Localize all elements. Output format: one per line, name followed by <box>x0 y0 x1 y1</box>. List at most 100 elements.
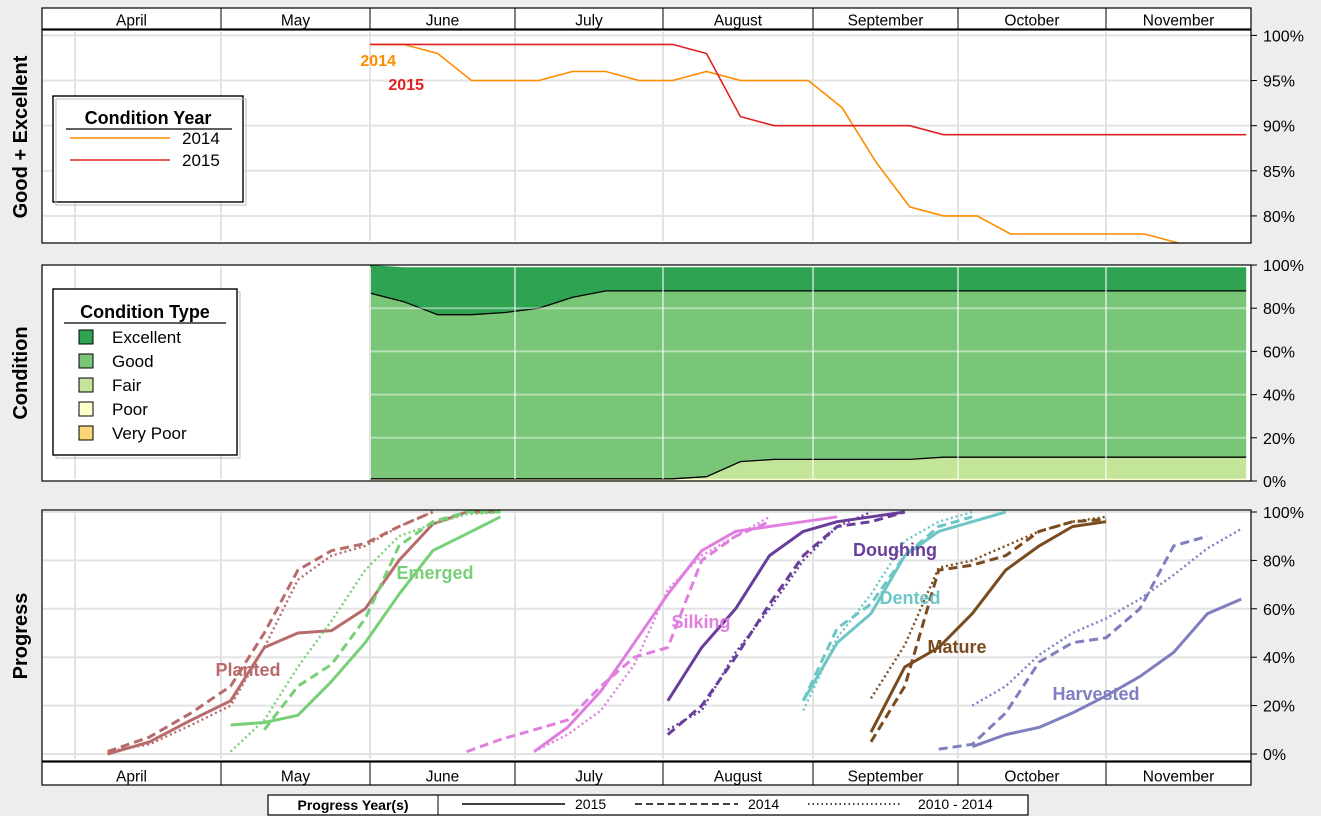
legend-label-dotted: 2010 - 2014 <box>918 796 993 812</box>
month-label-october: October <box>1004 13 1059 30</box>
condition-boundary-line <box>369 290 1247 316</box>
month-band-frame <box>41 7 1252 30</box>
y-axis-title-good-excellent: Good + Excellent <box>10 55 32 218</box>
annotation-2015: 2015 <box>388 77 424 94</box>
month-band-frame <box>41 761 1252 786</box>
condition-frame <box>41 264 1252 482</box>
month-label-may: May <box>281 769 311 786</box>
progress-line-doughing-dotted <box>667 510 872 731</box>
legend-label-excellent: Excellent <box>112 328 181 347</box>
y-tick-label: 90% <box>1263 119 1295 136</box>
progress-line-silking-dashed <box>466 520 771 754</box>
progress-year-legend: Progress Year(s) 2015 2014 2010 - 2014 <box>267 794 1029 816</box>
y-tick-label: 80% <box>1263 301 1295 318</box>
legend-swatch-poor <box>78 401 94 417</box>
legend-label-poor: Poor <box>112 400 148 419</box>
progress-line-emerged-dashed <box>263 510 501 731</box>
series-line-2015 <box>370 43 1247 136</box>
y-tick-label: 60% <box>1263 344 1295 361</box>
progress-line-harvested-dashed <box>938 534 1208 751</box>
month-label-september: September <box>848 769 924 786</box>
y-tick-label: 80% <box>1263 209 1295 226</box>
legend-swatch-very-poor <box>78 425 94 441</box>
month-label-october: October <box>1004 769 1059 786</box>
progress-line-planted-dotted <box>107 510 434 753</box>
series-line-2014 <box>370 43 1179 244</box>
y-tick-label: 80% <box>1263 553 1295 570</box>
legend-box <box>52 95 244 203</box>
y-tick-label: 60% <box>1263 602 1295 619</box>
stage-label-emerged: Emerged <box>396 563 473 583</box>
legend-title: Condition Year <box>85 108 212 128</box>
progress-line-dented-dashed <box>801 515 973 702</box>
y-tick-label: 40% <box>1263 650 1295 667</box>
legend-shadow <box>55 98 247 206</box>
month-label-june: June <box>426 13 460 30</box>
progress-line-harvested-dotted <box>971 527 1242 707</box>
y-axis-title-progress: Progress <box>10 593 32 680</box>
y-tick-label: 0% <box>1263 747 1286 764</box>
legend-title: Condition Type <box>80 302 210 322</box>
stage-label-harvested: Harvested <box>1052 684 1139 704</box>
stage-label-mature: Mature <box>927 637 986 657</box>
legend-swatch-fair <box>78 377 94 393</box>
month-label-september: September <box>848 13 924 30</box>
bottom-month-axis: April May June July August September October No… <box>41 761 1252 786</box>
progress-line-mature-dashed <box>869 517 1107 743</box>
legend-label-solid: 2015 <box>575 796 606 812</box>
top-month-axis: April May June July August September October No… <box>41 7 1252 30</box>
good-excellent-frame <box>41 29 1252 244</box>
area-excellent <box>370 265 1247 315</box>
progress-line-mature-dotted <box>869 515 1107 699</box>
legend-label-2015: 2015 <box>182 151 220 170</box>
y-tick-label: 20% <box>1263 431 1295 448</box>
legend-title: Progress Year(s) <box>297 797 408 813</box>
y-tick-label: 85% <box>1263 164 1295 181</box>
progress-line-silking-dotted <box>533 515 771 753</box>
month-label-may: May <box>281 13 311 30</box>
y-tick-label: 20% <box>1263 699 1295 716</box>
legend-label-very-poor: Very Poor <box>112 424 187 443</box>
stage-label-planted: Planted <box>215 660 280 680</box>
legend-swatch-excellent <box>78 329 94 345</box>
y-axis-title-condition: Condition <box>10 326 32 419</box>
legend-swatch-good <box>78 353 94 369</box>
y-tick-label: 100% <box>1263 258 1304 275</box>
legend-label-2014: 2014 <box>182 129 220 148</box>
progress-frame <box>41 509 1252 762</box>
y-tick-label: 100% <box>1263 28 1304 45</box>
month-label-july: July <box>575 13 603 30</box>
month-label-june: June <box>426 769 460 786</box>
progress-line-dented-solid <box>802 510 1007 702</box>
month-label-august: August <box>714 769 763 786</box>
y-tick-label: 0% <box>1263 474 1286 491</box>
month-label-april: April <box>116 13 147 30</box>
condition-boundary-line <box>370 456 1247 480</box>
month-label-april: April <box>116 769 147 786</box>
month-label-august: August <box>714 13 763 30</box>
progress-line-emerged-solid <box>230 515 502 727</box>
annotation-2014: 2014 <box>360 53 396 70</box>
stage-label-dented: Dented <box>879 588 940 608</box>
month-label-july: July <box>575 769 603 786</box>
progress-line-doughing-dashed <box>666 510 906 736</box>
progress-line-dented-dotted <box>802 510 973 711</box>
legend-label-fair: Fair <box>112 376 142 395</box>
area-fair <box>370 457 1247 479</box>
progress-line-doughing-solid <box>666 510 906 702</box>
progress-line-emerged-dotted <box>229 510 501 753</box>
stage-label-silking: Silking <box>671 612 730 632</box>
legend-label-good: Good <box>112 352 154 371</box>
condition-type-legend: Condition Type Excellent Good Fair Poor Very … <box>52 288 241 459</box>
month-label-november: November <box>1143 13 1215 30</box>
progress-line-harvested-solid <box>971 597 1242 749</box>
stage-label-doughing: Doughing <box>853 540 937 560</box>
month-label-november: November <box>1143 769 1215 786</box>
y-tick-label: 40% <box>1263 388 1295 405</box>
legend-box <box>267 794 1029 816</box>
y-tick-label: 95% <box>1263 74 1295 91</box>
y-tick-label: 100% <box>1263 505 1304 522</box>
legend-label-dashed: 2014 <box>748 796 779 812</box>
